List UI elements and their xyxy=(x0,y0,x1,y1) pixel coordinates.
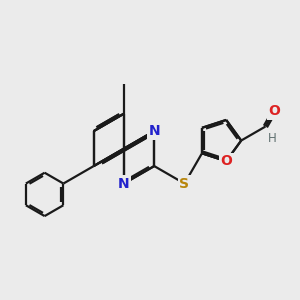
Text: O: O xyxy=(268,104,280,118)
Text: O: O xyxy=(220,154,232,168)
Text: H: H xyxy=(268,132,277,145)
Text: N: N xyxy=(118,177,130,190)
Text: N: N xyxy=(148,124,160,138)
Text: S: S xyxy=(179,177,190,190)
